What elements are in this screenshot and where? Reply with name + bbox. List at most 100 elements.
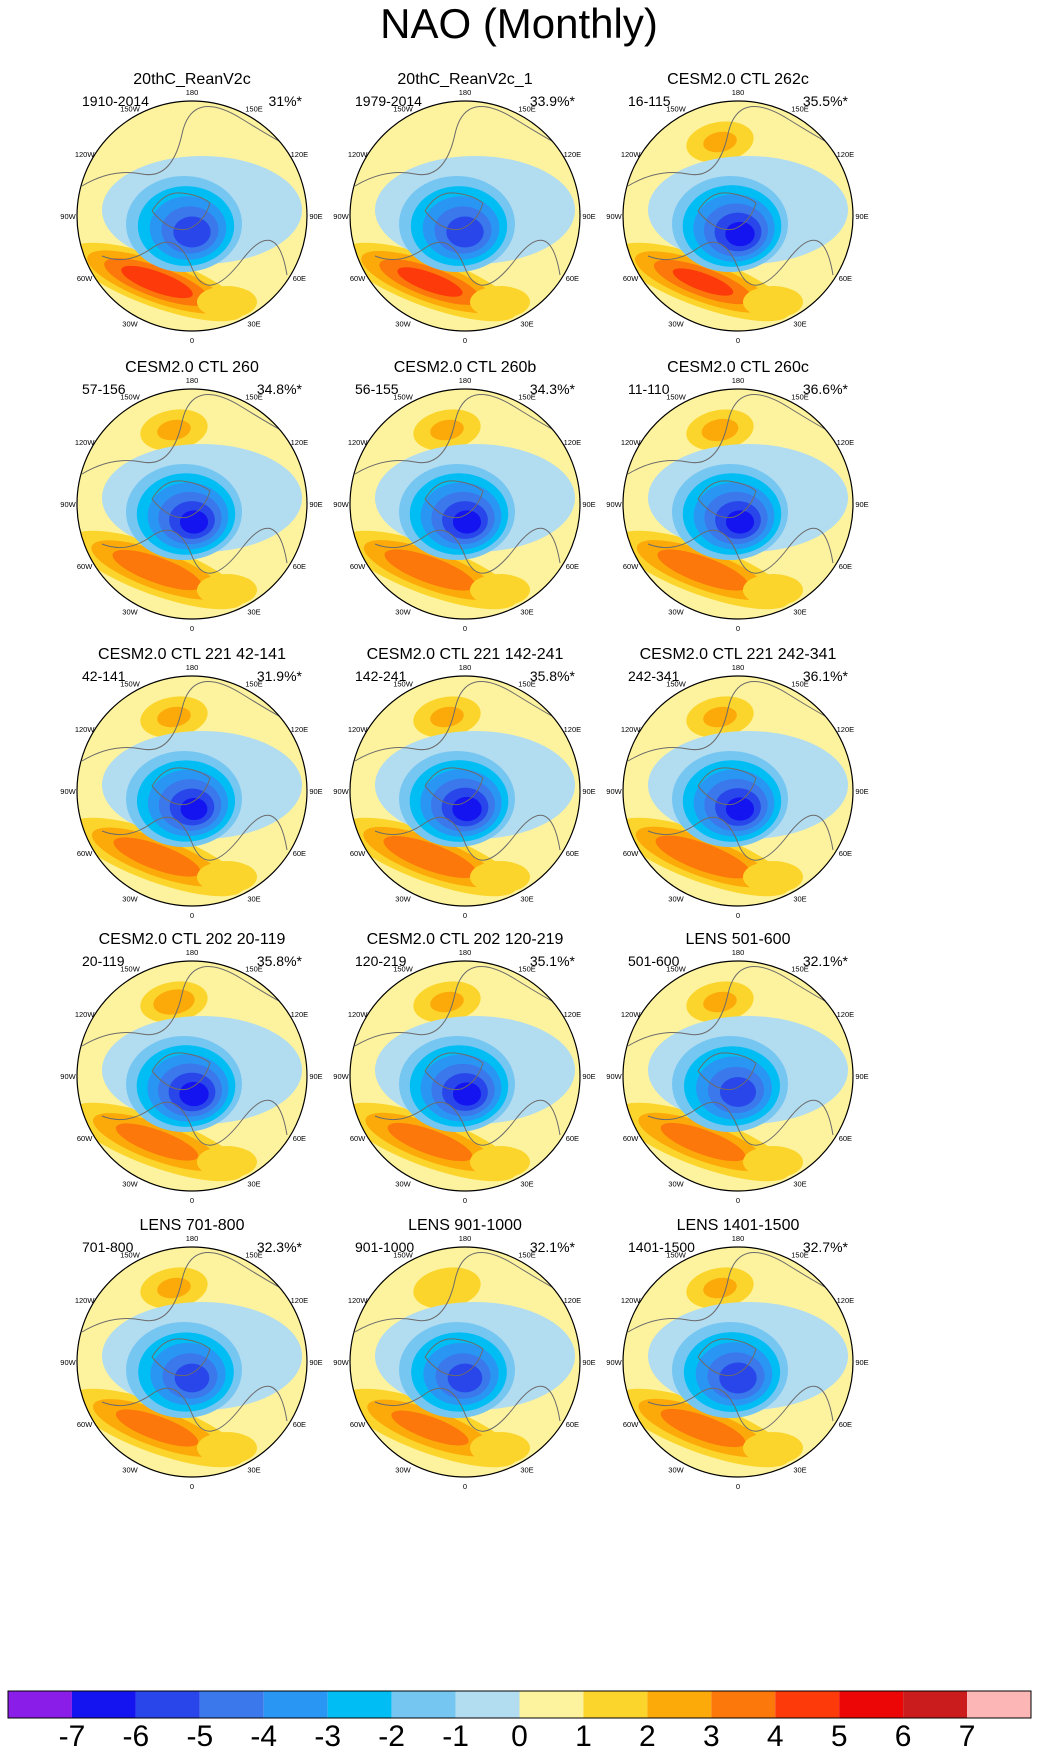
map-panel: 180 150E 120E 90E 60E 30E 0 30W 60W 90W 120W 150W LE… — [606, 931, 868, 1205]
europe-high-lobe — [743, 861, 803, 893]
longitude-label: 120W — [348, 725, 369, 734]
panel-variance: 35.8%* — [257, 953, 303, 969]
longitude-label: 120E — [837, 1010, 855, 1019]
longitude-label: 30W — [122, 319, 138, 328]
colorbar-tick-label: -5 — [186, 1720, 213, 1753]
panel-variance: 36.1%* — [803, 668, 849, 684]
longitude-label: 60W — [77, 562, 93, 571]
longitude-label: 120E — [837, 725, 855, 734]
longitude-label: 150W — [393, 393, 414, 402]
panel-fields — [623, 961, 853, 1191]
longitude-label: 120W — [621, 725, 642, 734]
longitude-label: 30E — [247, 319, 260, 328]
longitude-label: 90E — [855, 500, 868, 509]
longitude-label: 60W — [623, 1134, 639, 1143]
longitude-label: 60W — [350, 849, 366, 858]
longitude-label: 60E — [293, 562, 306, 571]
colorbar-tick-label: -7 — [59, 1720, 86, 1753]
atlantic-high-contour — [657, 549, 749, 591]
longitude-label: 60W — [77, 849, 93, 858]
arctic-low-contour — [447, 1363, 483, 1393]
atlantic-high-contour — [660, 1122, 746, 1162]
longitude-label: 180 — [459, 1234, 472, 1243]
panel-title: 20thC_ReanV2c — [133, 71, 250, 88]
panel-fields — [77, 101, 307, 331]
longitude-label: 30W — [668, 1465, 684, 1474]
colorbar-swatch — [455, 1691, 520, 1718]
longitude-label: 60W — [623, 274, 639, 283]
map-panel: 180 150E 120E 90E 60E 30E 0 30W 60W 90W 120W 150W 20… — [60, 71, 322, 345]
colorbar-tick-label: 4 — [767, 1720, 784, 1753]
longitude-label: 150E — [518, 105, 536, 114]
longitude-label: 120W — [75, 725, 96, 734]
longitude-label: 30W — [668, 894, 684, 903]
longitude-label: 60E — [839, 562, 852, 571]
longitude-label: 90E — [309, 212, 322, 221]
panel-variance: 32.7%* — [803, 1239, 849, 1255]
panel-variance: 32.3%* — [257, 1239, 303, 1255]
longitude-label: 90W — [60, 787, 76, 796]
longitude-label: 180 — [732, 376, 745, 385]
longitude-label: 60W — [350, 1420, 366, 1429]
map-panel: 180 150E 120E 90E 60E 30E 0 30W 60W 90W 120W 150W CE… — [60, 931, 322, 1205]
longitude-label: 60E — [566, 274, 579, 283]
longitude-label: 30E — [520, 1465, 533, 1474]
figure-title: NAO (Monthly) — [380, 0, 658, 47]
longitude-label: 30E — [247, 1465, 260, 1474]
atlantic-high-contour — [115, 1409, 199, 1447]
panel-fields — [623, 389, 853, 619]
longitude-label: 120E — [564, 725, 582, 734]
europe-high-lobe — [197, 574, 257, 606]
panel-grid: 180150E120E90E60E30E030W60W90W120W150W20… — [60, 71, 868, 1491]
longitude-label: 150W — [393, 105, 414, 114]
colorbar-swatch — [839, 1691, 904, 1718]
longitude-label: 60W — [77, 274, 93, 283]
atlantic-high-contour — [115, 1123, 199, 1161]
colorbar-swatch — [327, 1691, 392, 1718]
europe-high-lobe — [470, 574, 530, 606]
map-panel: 180 150E 120E 90E 60E 30E 0 30W 60W 90W 120W 150W CE… — [333, 646, 595, 920]
longitude-label: 150W — [393, 1251, 414, 1260]
longitude-label: 120E — [291, 725, 309, 734]
longitude-label: 150W — [393, 680, 414, 689]
panel-fields — [350, 101, 580, 331]
atlantic-high-contour — [660, 1408, 746, 1448]
pacific-high-contour — [430, 991, 464, 1013]
map-panel: 180 150E 120E 90E 60E 30E 0 30W 60W 90W 120W 150W CE… — [606, 71, 868, 345]
pacific-high-contour — [157, 706, 191, 728]
longitude-label: 90W — [333, 1358, 349, 1367]
europe-high-lobe — [197, 861, 257, 893]
panel-period: 20-119 — [82, 953, 125, 969]
panel-fields — [77, 676, 307, 906]
longitude-label: 30W — [395, 894, 411, 903]
longitude-label: 150E — [245, 105, 263, 114]
panel-variance: 34.3%* — [530, 381, 576, 397]
longitude-label: 60E — [293, 274, 306, 283]
map-panel: 180 150E 120E 90E 60E 30E 0 30W 60W 90W 120W 150W 20… — [333, 71, 595, 345]
colorbar-tick-label: 1 — [575, 1720, 592, 1753]
longitude-label: 90W — [333, 500, 349, 509]
longitude-label: 120E — [837, 1296, 855, 1305]
colorbar-tick-label: -3 — [314, 1720, 341, 1753]
arctic-low-contour — [179, 510, 209, 534]
pacific-high-contour — [703, 1277, 737, 1299]
panel-title: CESM2.0 CTL 221 42-141 — [98, 646, 286, 663]
panel-title: LENS 1401-1500 — [677, 1217, 800, 1234]
longitude-label: 120E — [837, 438, 855, 447]
longitude-label: 60E — [839, 849, 852, 858]
panel-variance: 33.9%* — [530, 93, 576, 109]
arctic-low-contour — [725, 221, 755, 247]
map-panel: 180 150E 120E 90E 60E 30E 0 30W 60W 90W 120W 150W CE… — [333, 931, 595, 1205]
longitude-label: 60E — [293, 1420, 306, 1429]
map-panel: 180 150E 120E 90E 60E 30E 0 30W 60W 90W 120W 150W CE… — [606, 359, 868, 633]
europe-high-lobe — [197, 1432, 257, 1464]
panel-variance: 35.1%* — [530, 953, 576, 969]
arctic-low-contour — [719, 1362, 757, 1394]
map-boundary — [76, 100, 308, 332]
longitude-label: 30W — [668, 1179, 684, 1188]
map-boundary — [622, 388, 854, 620]
arctic-low-contour — [720, 1077, 756, 1107]
arctic-low-contour — [179, 1081, 209, 1107]
longitude-label: 150E — [791, 1251, 809, 1260]
longitude-label: 120W — [348, 438, 369, 447]
